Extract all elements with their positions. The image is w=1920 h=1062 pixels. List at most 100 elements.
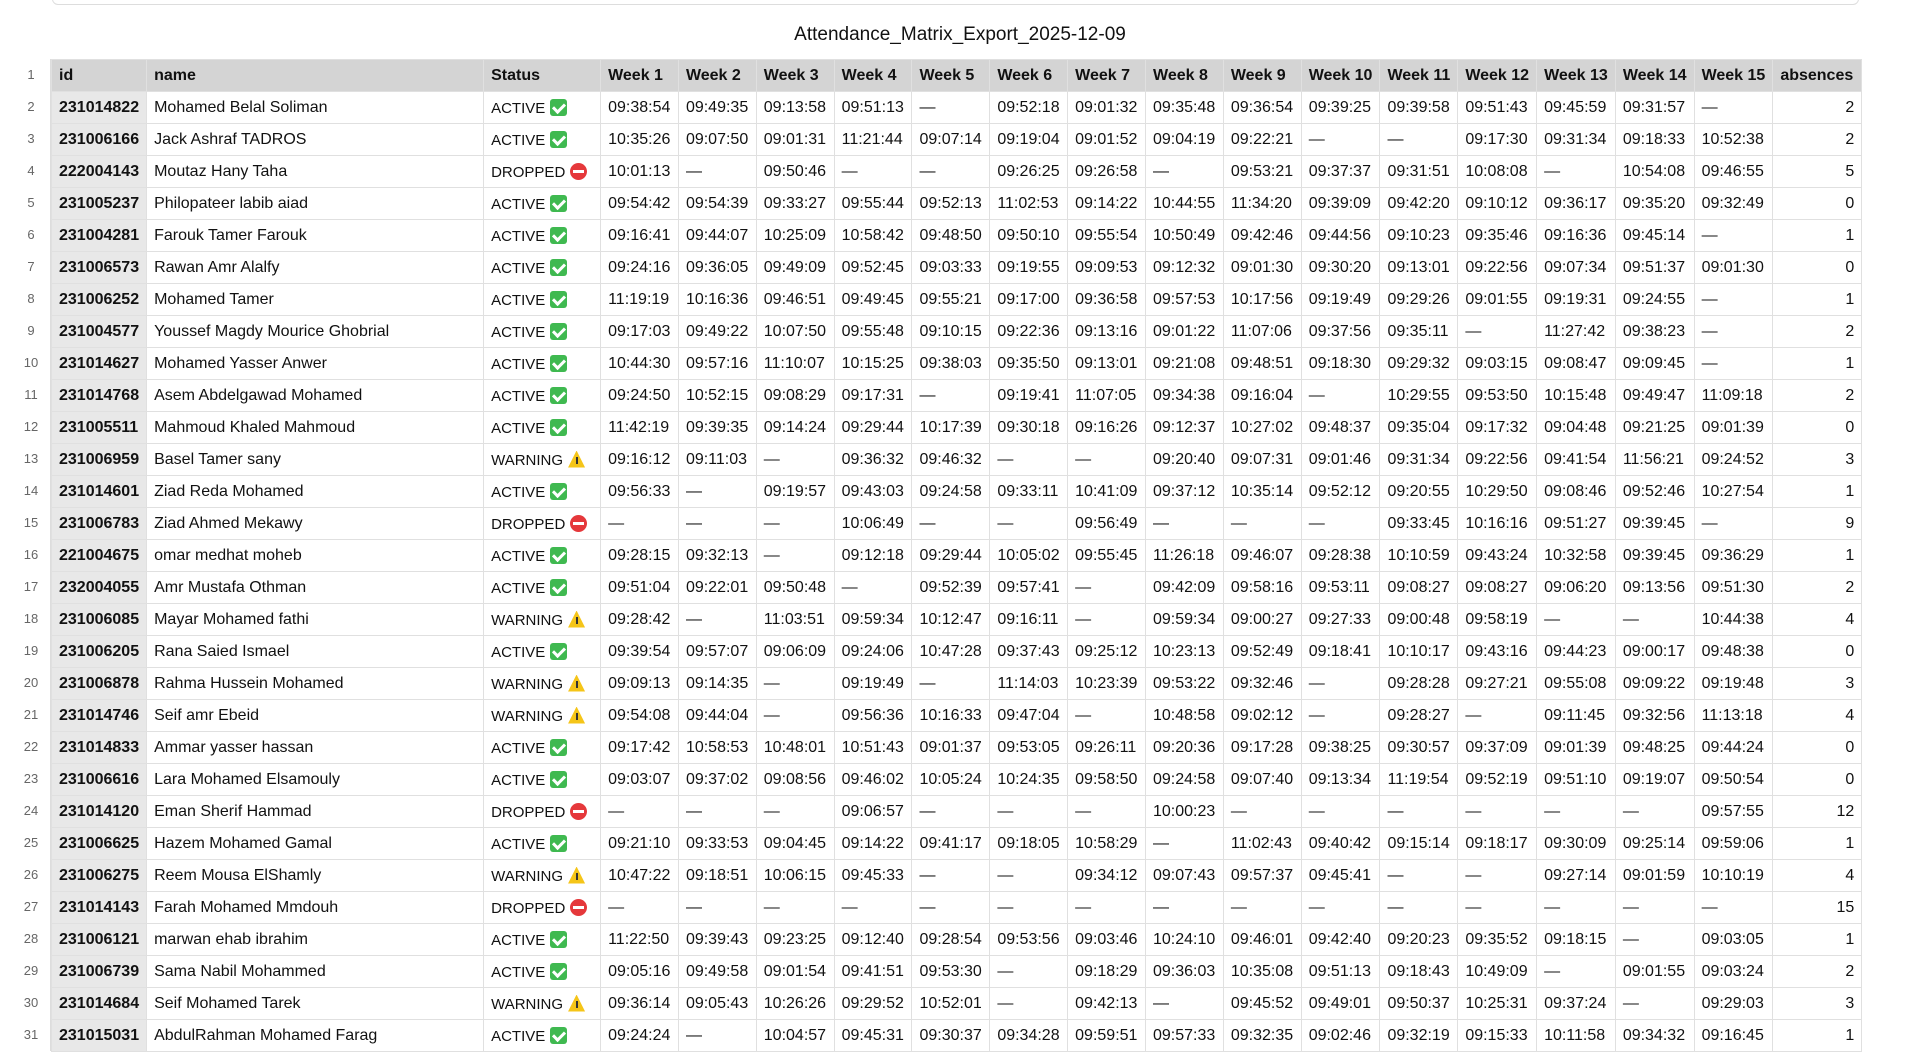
attendance-time-cell: 09:19:41 [989,379,1069,412]
student-id-cell: 231006085 [50,603,148,636]
attendance-time: 09:45:52 [1230,994,1294,1012]
absences-cell: 4 [1772,859,1863,892]
attendance-time-cell: 09:31:34 [1536,123,1616,156]
absences-cell: 0 [1772,187,1863,220]
attendance-time: 09:07:50 [685,130,749,148]
attendance-time-cell: — [1693,891,1774,924]
attendance-time: 09:54:42 [608,194,671,212]
attendance-time: 11:26:18 [1153,546,1215,564]
status-icon [550,290,568,308]
attendance-time-cell: 09:41:51 [833,955,913,988]
absences: 3 [1845,674,1855,692]
attendance-time-cell: — [1457,315,1538,348]
attendance-time-cell: 09:19:48 [1693,667,1774,700]
attendance-time-cell: 09:08:56 [755,763,835,796]
student-name-cell: Seif Mohamed Tarek [146,987,485,1020]
attendance-time-cell: 09:13:01 [1379,251,1459,284]
student-name: Sama Nabil Mohammed [154,962,326,980]
attendance-time: — [919,802,936,820]
attendance-time-cell: 09:35:20 [1614,187,1695,220]
attendance-time: 11:07:05 [1075,386,1137,404]
attendance-time-cell: 09:39:54 [600,635,679,668]
attendance-time: 09:38:25 [1308,738,1371,756]
row-number: 26 [23,867,39,882]
attendance-time-cell: 09:42:40 [1300,923,1381,956]
attendance-time-cell: 09:46:01 [1222,923,1302,956]
student-name: Philopateer labib aiad [154,194,308,212]
attendance-time-cell: 09:24:24 [600,1019,679,1052]
attendance-time: 11:02:53 [997,194,1059,212]
attendance-time: 11:21:44 [841,130,903,148]
student-name-cell: Rana Saied Ismael [146,635,485,668]
attendance-time: 09:44:24 [1701,738,1764,756]
attendance-time-cell: 09:51:30 [1693,571,1774,604]
student-id-cell: 231006573 [50,251,148,284]
status-icon [550,578,568,596]
table-row: 231006739 Sama Nabil Mohammed ACTIVE 09:05:… [50,955,1863,988]
attendance-time: 09:32:46 [1230,674,1294,692]
attendance-time: 09:18:41 [1308,642,1371,660]
attendance-time: 09:03:24 [1701,962,1764,980]
attendance-time: 11:19:19 [608,290,670,308]
attendance-time-cell: 09:16:26 [1067,411,1146,444]
status-cell: WARNING [483,443,602,476]
attendance-time: 10:01:13 [608,162,671,180]
attendance-time-cell: 09:48:51 [1222,347,1302,380]
attendance-time: 09:51:27 [1544,514,1607,532]
attendance-time-cell: — [1536,891,1616,924]
attendance-time-cell: — [989,891,1069,924]
attendance-time: 11:27:42 [1544,322,1606,340]
status-cell: ACTIVE [483,283,602,316]
attendance-time: 09:34:38 [1153,386,1216,404]
attendance-time-cell: 09:50:54 [1693,763,1774,796]
student-id: 231006121 [59,930,140,948]
attendance-time: 09:30:20 [1308,258,1371,276]
attendance-time: 09:16:26 [1075,418,1138,436]
attendance-time: 10:58:42 [841,226,904,244]
attendance-time-cell: 10:48:58 [1145,699,1224,732]
student-name-cell: Mohamed Belal Soliman [146,91,485,124]
attendance-time: 09:00:17 [1622,642,1686,660]
absences-cell: 3 [1772,443,1863,476]
attendance-time: — [1075,610,1092,628]
attendance-time-cell: 09:44:24 [1693,731,1774,764]
attendance-time-cell: — [1457,795,1538,828]
status: ACTIVE [491,483,546,501]
attendance-time: — [1701,514,1718,532]
student-id-cell: 222004143 [50,155,148,188]
attendance-time: 10:07:50 [763,322,827,340]
attendance-time: — [997,450,1014,468]
attendance-time-cell: 09:02:12 [1222,699,1302,732]
status-icon [550,834,568,852]
status: ACTIVE [491,771,546,789]
attendance-time-cell: 09:36:29 [1693,539,1774,572]
attendance-time: 10:06:15 [763,866,827,884]
attendance-time: 09:31:34 [1544,130,1607,148]
attendance-time-cell: — [1614,891,1695,924]
attendance-time-cell: — [677,603,757,636]
attendance-time-cell: 11:34:20 [1222,187,1302,220]
student-name-cell: Hazem Mohamed Gamal [146,827,485,860]
column-header: Week 9 [1222,59,1302,92]
student-id-cell: 231006252 [50,283,148,316]
attendance-time-cell: 09:13:56 [1614,571,1695,604]
attendance-time: 09:24:52 [1701,450,1764,468]
attendance-time-cell: — [1067,571,1146,604]
attendance-time: 09:01:46 [1308,450,1371,468]
table-row: 231006252 Mohamed Tamer ACTIVE 11:19:19 10:1… [50,283,1863,316]
attendance-time-cell: 09:35:50 [989,347,1069,380]
attendance-time: 09:44:56 [1308,226,1371,244]
status-cell: ACTIVE [483,123,602,156]
absences-cell: 1 [1772,347,1863,380]
student-name: Hazem Mohamed Gamal [154,834,332,852]
attendance-time-cell: — [1067,443,1146,476]
attendance-time: — [1544,162,1561,180]
absences: 0 [1845,770,1855,788]
student-id: 231004281 [59,226,140,244]
attendance-time: 09:07:31 [1230,450,1294,468]
attendance-time: 09:42:13 [1075,994,1138,1012]
status-icon [550,194,568,212]
attendance-time: 09:52:46 [1622,482,1686,500]
table-row: 232004055 Amr Mustafa Othman ACTIVE 09:51:0… [50,571,1863,604]
attendance-time: — [1465,898,1482,916]
